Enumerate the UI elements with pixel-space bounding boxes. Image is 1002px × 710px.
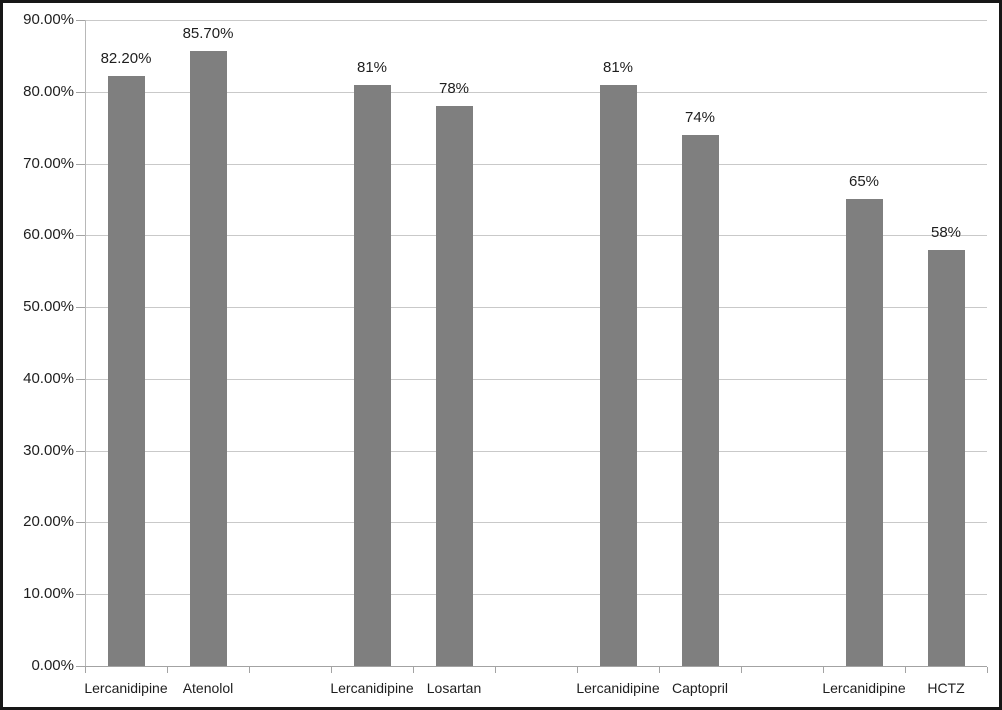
x-axis-tick-mark	[823, 667, 824, 673]
y-axis-tick-label: 50.00%	[23, 298, 74, 315]
bar	[928, 250, 965, 666]
x-axis-tick-mark	[249, 667, 250, 673]
y-axis-tick-label: 30.00%	[23, 442, 74, 459]
bar-value-label: 58%	[930, 224, 962, 241]
y-axis-tick-mark	[76, 164, 86, 165]
x-axis-tick-mark	[495, 667, 496, 673]
gridline	[85, 451, 987, 452]
bar-value-label: 74%	[684, 109, 716, 126]
bar-value-label: 85.70%	[182, 25, 234, 42]
x-axis-category-label: Lercanidipine	[822, 680, 906, 696]
bar	[354, 85, 391, 666]
bar	[190, 51, 227, 666]
y-axis-tick-mark	[76, 92, 86, 93]
gridline	[85, 307, 987, 308]
bar	[682, 135, 719, 666]
x-axis-category-label: Lercanidipine	[84, 680, 168, 696]
bar-value-label: 65%	[848, 173, 880, 190]
x-axis-category-label: Atenolol	[182, 680, 234, 696]
gridline	[85, 594, 987, 595]
y-axis-tick-label: 10.00%	[23, 585, 74, 602]
x-axis-category-label: Lercanidipine	[330, 680, 414, 696]
x-axis-tick-mark	[577, 667, 578, 673]
x-axis-tick-mark	[987, 667, 988, 673]
gridline	[85, 522, 987, 523]
y-axis-tick-mark	[76, 20, 86, 21]
y-axis-tick-mark	[76, 666, 86, 667]
x-axis-line	[85, 666, 987, 667]
bar-value-label: 81%	[356, 59, 388, 76]
x-axis-tick-mark	[331, 667, 332, 673]
bar-value-label: 81%	[602, 59, 634, 76]
x-axis-category-label: HCTZ	[927, 680, 965, 696]
x-axis-tick-mark	[905, 667, 906, 673]
y-axis-line	[85, 20, 86, 666]
y-axis-tick-mark	[76, 451, 86, 452]
gridline	[85, 235, 987, 236]
y-axis-tick-label: 40.00%	[23, 370, 74, 387]
bar	[436, 106, 473, 666]
bar-value-label: 82.20%	[100, 50, 152, 67]
y-axis-tick-label: 20.00%	[23, 513, 74, 530]
bar	[600, 85, 637, 666]
y-axis-tick-label: 90.00%	[23, 11, 74, 28]
gridline	[85, 20, 987, 21]
x-axis-tick-mark	[85, 667, 86, 673]
y-axis-tick-label: 60.00%	[23, 226, 74, 243]
x-axis-category-label: Captopril	[671, 680, 729, 696]
bar	[108, 76, 145, 666]
gridline	[85, 379, 987, 380]
y-axis-tick-mark	[76, 307, 86, 308]
x-axis-category-label: Losartan	[426, 680, 482, 696]
y-axis-tick-mark	[76, 594, 86, 595]
y-axis-tick-label: 0.00%	[31, 657, 74, 674]
bar-value-label: 78%	[438, 80, 470, 97]
x-axis-tick-mark	[413, 667, 414, 673]
gridline	[85, 92, 987, 93]
y-axis-tick-label: 80.00%	[23, 83, 74, 100]
y-axis-tick-mark	[76, 235, 86, 236]
y-axis-tick-mark	[76, 379, 86, 380]
bar	[846, 199, 883, 666]
x-axis-tick-mark	[741, 667, 742, 673]
y-axis-tick-label: 70.00%	[23, 155, 74, 172]
gridline	[85, 164, 987, 165]
x-axis-tick-mark	[659, 667, 660, 673]
y-axis-tick-mark	[76, 522, 86, 523]
x-axis-tick-mark	[167, 667, 168, 673]
x-axis-category-label: Lercanidipine	[576, 680, 660, 696]
